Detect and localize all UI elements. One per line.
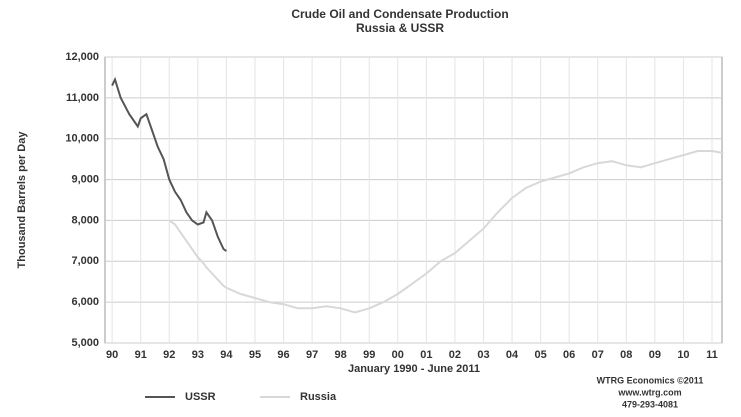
x-tick-label: 00 <box>392 349 404 361</box>
annotation: WTRG Economics ©2011 <box>597 375 704 385</box>
x-tick-label: 05 <box>534 349 546 361</box>
y-tick-label: 10,000 <box>65 133 99 145</box>
x-axis-label: January 1990 - June 2011 <box>348 363 480 375</box>
x-tick-label: 95 <box>249 349 261 361</box>
y-tick-label: 5,000 <box>71 337 99 349</box>
x-tick-label: 11 <box>706 349 718 361</box>
x-tick-label: 01 <box>420 349 432 361</box>
legend-label: Russia <box>300 391 337 403</box>
annotation: 479-293-4081 <box>622 399 678 409</box>
x-tick-label: 92 <box>163 349 175 361</box>
x-tick-label: 07 <box>592 349 604 361</box>
annotation: www.wtrg.com <box>617 387 681 397</box>
x-tick-label: 10 <box>677 349 689 361</box>
chart-title: Crude Oil and Condensate Production <box>291 7 508 21</box>
y-tick-label: 7,000 <box>71 255 99 267</box>
y-tick-label: 9,000 <box>71 173 99 185</box>
legend-label: USSR <box>185 391 216 403</box>
x-tick-label: 96 <box>277 349 289 361</box>
x-tick-label: 94 <box>220 349 233 361</box>
y-tick-label: 11,000 <box>66 92 99 104</box>
line-series <box>168 150 724 314</box>
x-tick-label: 99 <box>363 349 375 361</box>
x-tick-label: 97 <box>306 349 318 361</box>
x-tick-label: 91 <box>135 349 147 361</box>
chart-subtitle: Russia & USSR <box>356 21 444 35</box>
plot-area <box>104 56 723 344</box>
x-tick-label: 08 <box>620 349 632 361</box>
x-tick-label: 09 <box>649 349 661 361</box>
y-tick-label: 6,000 <box>71 296 99 308</box>
x-tick-label: 03 <box>477 349 489 361</box>
y-tick-label: 8,000 <box>71 214 99 226</box>
x-tick-label: 93 <box>192 349 204 361</box>
line-series <box>111 76 227 252</box>
x-tick-label: 90 <box>106 349 118 361</box>
x-tick-label: 98 <box>335 349 347 361</box>
y-tick-label: 12,000 <box>65 51 99 63</box>
y-axis-label: Thousand Barrels per Day <box>16 131 28 269</box>
x-tick-label: 04 <box>506 349 519 361</box>
x-tick-label: 02 <box>449 349 461 361</box>
x-tick-label: 06 <box>563 349 575 361</box>
